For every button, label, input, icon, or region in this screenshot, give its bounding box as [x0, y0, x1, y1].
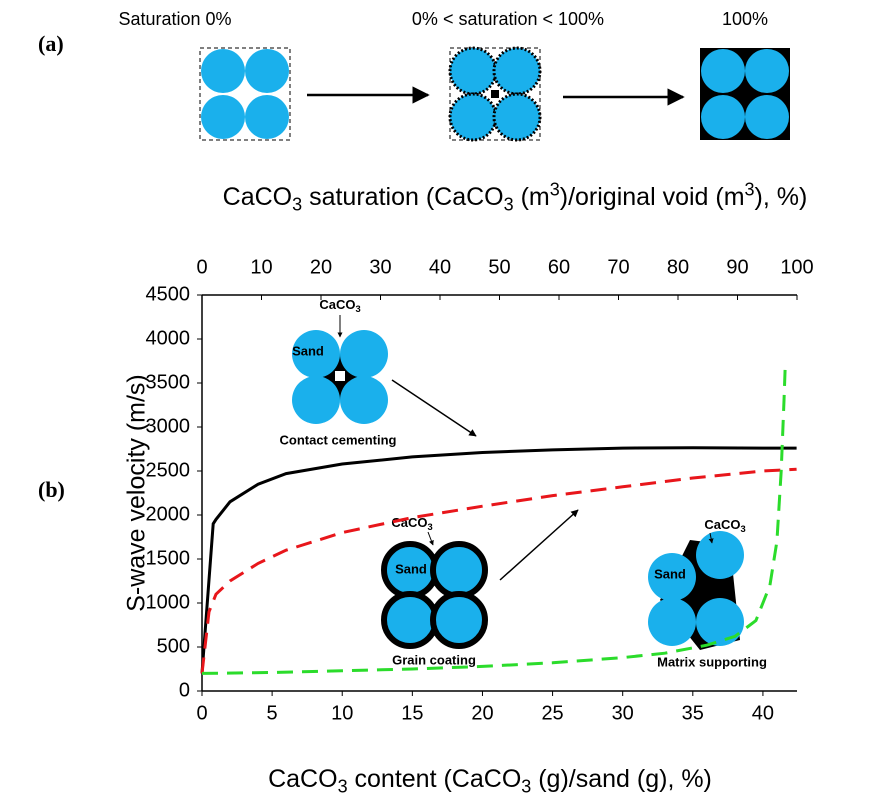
x2-tick-label: 70 — [607, 256, 629, 278]
stage-label: 100% — [722, 9, 768, 29]
series-label: Matrix supporting — [657, 654, 767, 669]
inset-contact — [292, 315, 477, 437]
stage-label: Saturation 0% — [118, 9, 231, 29]
x2-tick-label: 30 — [369, 256, 391, 278]
y-tick-label: 0 — [179, 679, 190, 701]
annotation: Sand — [654, 566, 686, 581]
x-tick-label: 0 — [196, 702, 207, 724]
stage-label: 0% < saturation < 100% — [412, 9, 604, 29]
x-tick-label: 35 — [682, 702, 704, 724]
x2-tick-label: 90 — [726, 256, 748, 278]
annotation: CaCO3 — [704, 517, 745, 534]
x-tick-label: 30 — [612, 702, 634, 724]
panel-label: (b) — [38, 477, 65, 502]
x2-tick-label: 40 — [429, 256, 451, 278]
x-tick-label: 20 — [471, 702, 493, 724]
stage-partial — [448, 46, 542, 142]
y-tick-label: 500 — [157, 635, 190, 657]
x2-tick-label: 60 — [548, 256, 570, 278]
series-line — [200, 446, 797, 674]
x-axis-title: CaCO3 content (CaCO3 (g)/sand (g), %) — [268, 765, 712, 797]
x-tick-label: 5 — [267, 702, 278, 724]
annotation: Sand — [292, 343, 324, 358]
series-line — [200, 467, 797, 674]
series-label: Contact cementing — [279, 432, 396, 447]
x2-tick-label: 100 — [780, 256, 813, 278]
y-tick-label: 3500 — [146, 371, 191, 393]
y-tick-label: 4000 — [146, 327, 191, 349]
y-tick-label: 1500 — [146, 547, 191, 569]
inset-coating — [381, 509, 579, 649]
y-tick-label: 2500 — [146, 459, 191, 481]
y-tick-label: 1000 — [146, 591, 191, 613]
annotation: CaCO3 — [391, 515, 432, 532]
x-tick-label: 40 — [752, 702, 774, 724]
x-tick-label: 10 — [331, 702, 353, 724]
series-line — [201, 360, 787, 675]
x2-axis-title: CaCO3 saturation (CaCO3 (m3)/original vo… — [223, 179, 808, 214]
x-tick-label: 15 — [401, 702, 423, 724]
y-tick-label: 3000 — [146, 415, 191, 437]
x-tick-label: 25 — [541, 702, 563, 724]
annotation: Sand — [395, 561, 427, 576]
x2-tick-label: 10 — [250, 256, 272, 278]
x2-tick-label: 50 — [488, 256, 510, 278]
x2-tick-label: 20 — [310, 256, 332, 278]
x2-tick-label: 80 — [667, 256, 689, 278]
x2-tick-label: 0 — [196, 256, 207, 278]
panel-label: (a) — [38, 31, 64, 56]
stage-full — [700, 48, 790, 140]
annotation: CaCO3 — [319, 297, 360, 314]
y-tick-label: 4500 — [146, 283, 191, 305]
series-label: Grain coating — [392, 652, 476, 667]
y-axis-title: S-wave velocity (m/s) — [123, 374, 151, 612]
y-tick-label: 2000 — [146, 503, 191, 525]
inset-matrix — [648, 531, 744, 650]
stage-empty — [199, 47, 291, 141]
